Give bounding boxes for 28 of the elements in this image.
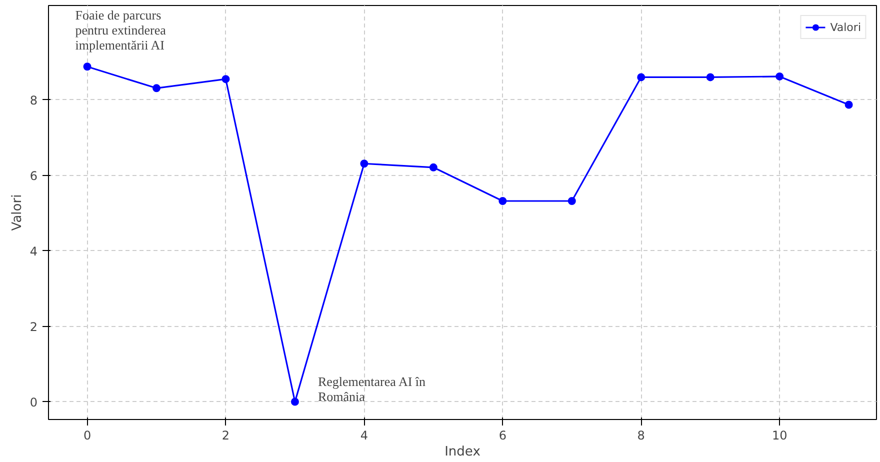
x-tick-label: 6 bbox=[498, 428, 506, 442]
point bbox=[222, 75, 230, 84]
point bbox=[498, 196, 507, 205]
x-tick-label: 0 bbox=[83, 428, 92, 442]
y-axis-title: Valori bbox=[10, 194, 25, 231]
annotation: Reglementarea AI în România bbox=[318, 374, 426, 404]
point bbox=[290, 398, 299, 406]
x-axis-title: Index bbox=[444, 444, 481, 460]
annotation: Foaie de parcurs pentru extinderea implementării AI bbox=[75, 8, 166, 53]
point bbox=[83, 62, 92, 71]
x-tick-label: 8 bbox=[637, 428, 645, 442]
point bbox=[776, 72, 784, 80]
point bbox=[360, 160, 368, 168]
x-tick-label: 10 bbox=[772, 428, 788, 442]
x-tick-label: 2 bbox=[222, 428, 230, 442]
point bbox=[706, 73, 714, 82]
y-tick-label: 8 bbox=[30, 93, 38, 108]
point bbox=[568, 196, 576, 205]
y-tick-label: 0 bbox=[30, 395, 38, 410]
point bbox=[152, 84, 160, 92]
y-tick-label: 6 bbox=[30, 168, 38, 183]
point bbox=[429, 163, 438, 172]
point bbox=[637, 73, 646, 82]
y-tick-label: 2 bbox=[30, 320, 38, 334]
x-tick-label: 4 bbox=[360, 428, 368, 442]
y-tick-label: 4 bbox=[30, 244, 38, 258]
legend-label: Valori bbox=[830, 20, 861, 34]
point bbox=[844, 100, 853, 109]
